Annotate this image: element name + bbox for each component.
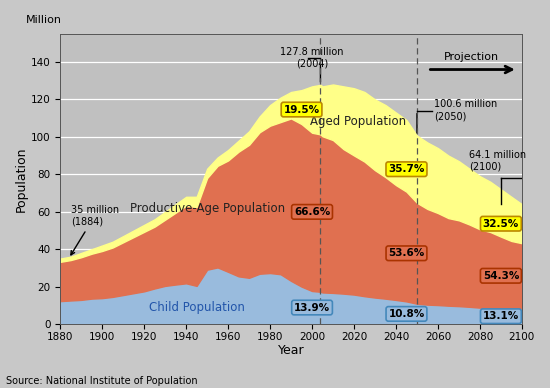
Text: 54.3%: 54.3% [483,271,519,281]
Text: 53.6%: 53.6% [388,248,425,258]
Text: Projection: Projection [444,52,499,62]
Text: 10.8%: 10.8% [388,309,425,319]
Text: 13.9%: 13.9% [294,303,330,313]
Text: Productive-Age Population: Productive-Age Population [130,201,285,215]
Text: 127.8 million
(2004): 127.8 million (2004) [280,47,344,69]
Text: 100.6 million
(2050): 100.6 million (2050) [434,99,497,121]
Text: 19.5%: 19.5% [283,104,320,114]
Text: 32.5%: 32.5% [483,219,519,229]
Text: 66.6%: 66.6% [294,207,330,217]
Y-axis label: Population: Population [15,146,28,212]
Text: 35 million
(1884): 35 million (1884) [71,205,119,255]
Text: 35.7%: 35.7% [388,164,425,174]
Text: 64.1 million
(2100): 64.1 million (2100) [469,150,526,171]
Text: Aged Population: Aged Population [310,115,406,128]
Text: Million: Million [26,15,62,25]
Text: Source: National Institute of Population: Source: National Institute of Population [6,376,197,386]
Text: 13.1%: 13.1% [483,311,519,321]
X-axis label: Year: Year [278,345,304,357]
Text: Child Population: Child Population [148,301,245,314]
